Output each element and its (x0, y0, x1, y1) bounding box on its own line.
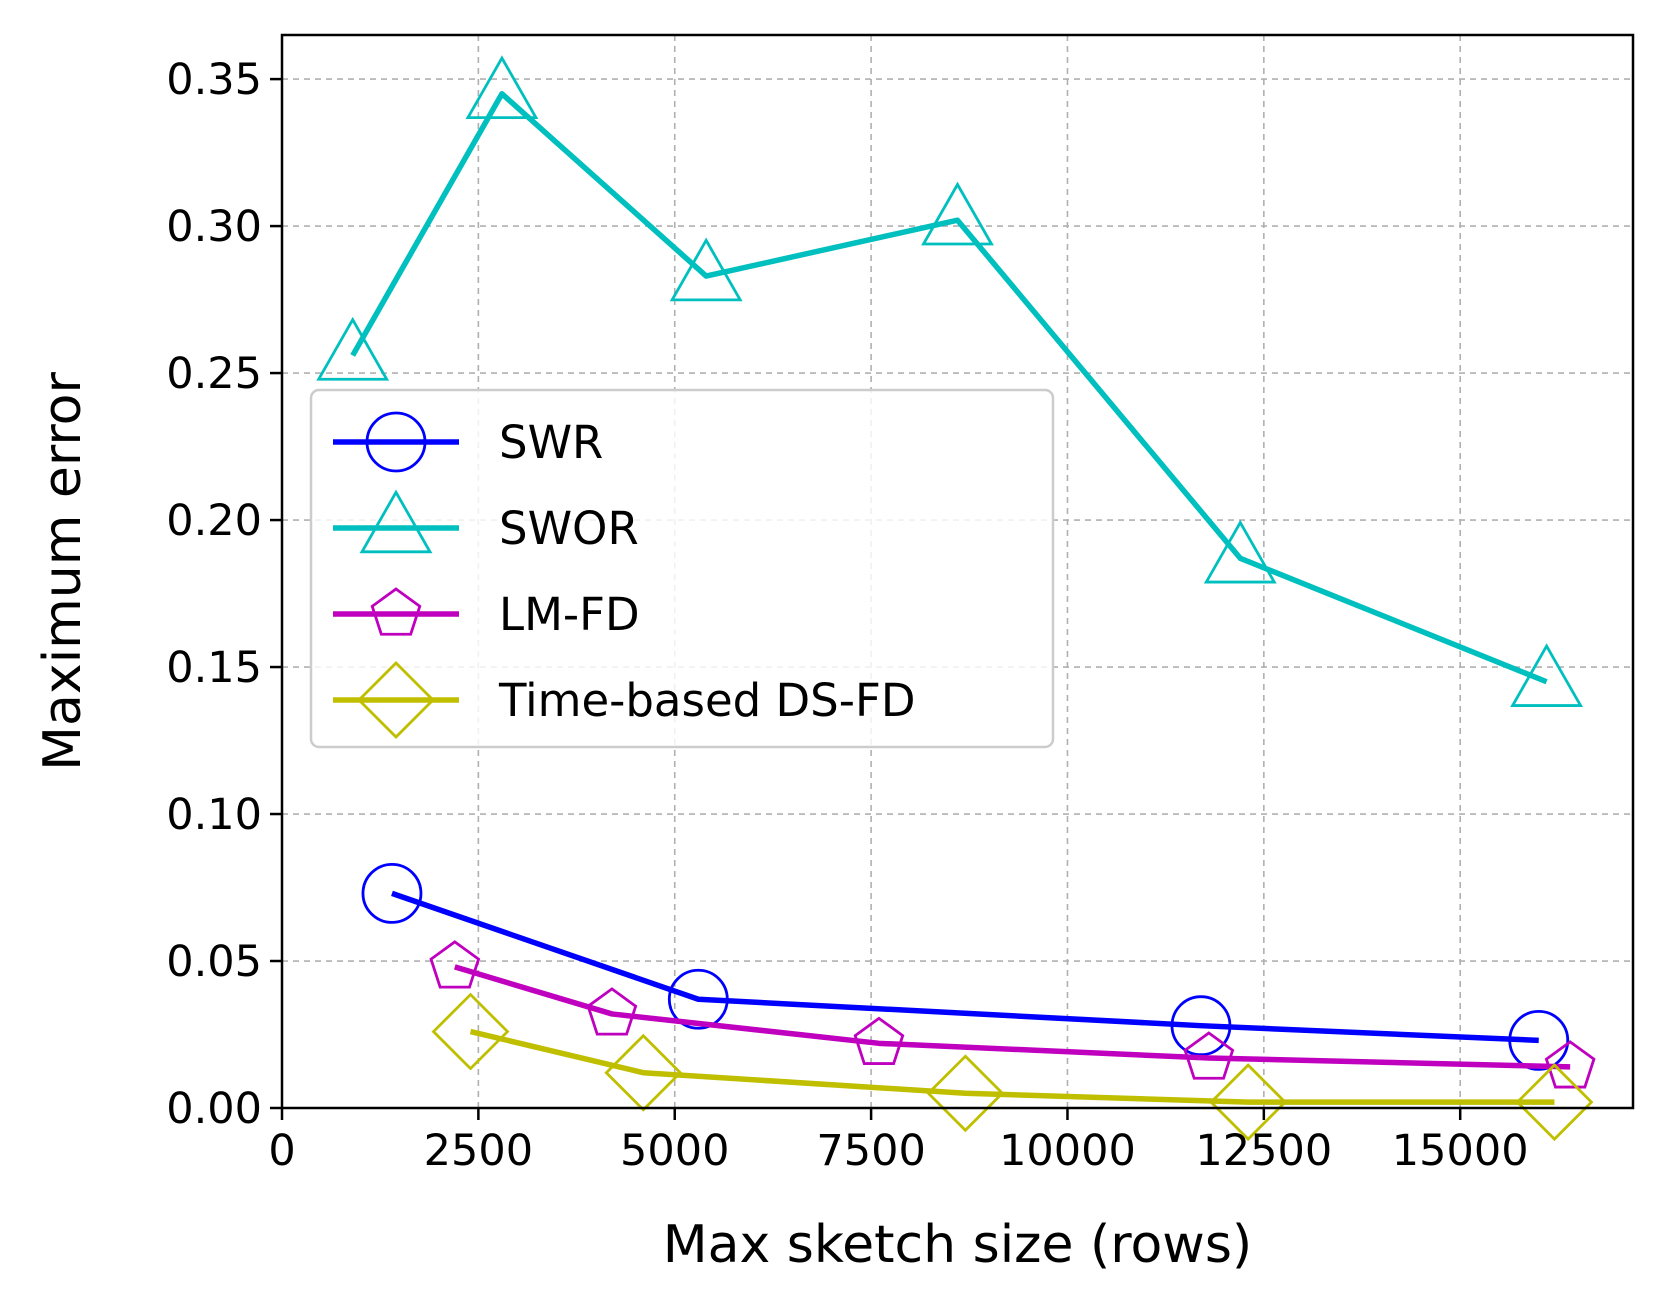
x-tick-label: 10000 (999, 1126, 1136, 1176)
data-point-diamond (1209, 1063, 1288, 1142)
legend-label: SWR (499, 416, 603, 469)
legend-marker (359, 489, 433, 554)
data-point-pentagon (586, 987, 638, 1036)
y-tick-label: 0.20 (166, 496, 262, 546)
x-axis-title: Max sketch size (rows) (663, 1215, 1252, 1275)
y-tick-label: 0.15 (166, 643, 262, 693)
series-lm-fd (429, 940, 1596, 1089)
series-swor (316, 55, 1584, 707)
x-tick-label: 7500 (816, 1126, 925, 1176)
y-tick-label: 0.30 (166, 202, 262, 252)
series-swr (361, 863, 1570, 1071)
data-point-diamond (1515, 1063, 1594, 1142)
legend-marker (370, 587, 422, 636)
y-tick-label: 0.35 (166, 55, 262, 105)
data-point-pentagon (853, 1016, 905, 1065)
data-point-triangle (921, 181, 994, 246)
data-point-pentagon (429, 940, 481, 989)
data-point-triangle (1203, 519, 1277, 584)
legend-label: SWOR (499, 502, 639, 555)
x-tick-label: 2500 (424, 1126, 533, 1176)
y-tick-label: 0.25 (166, 349, 262, 399)
data-point-diamond (431, 992, 510, 1071)
legend-marker (357, 661, 435, 739)
data-point-circle (667, 968, 729, 1030)
legend-marker (365, 411, 427, 473)
series-line (454, 964, 1571, 1070)
grid (282, 35, 1633, 1108)
data-point-pentagon (1544, 1040, 1596, 1089)
legend-box (309, 388, 1055, 749)
data-point-circle (1508, 1009, 1570, 1071)
data-point-diamond (604, 1033, 683, 1112)
series-line (391, 890, 1539, 1044)
legend-label: Time-based DS-FD (498, 674, 916, 727)
x-tick-label: 5000 (620, 1126, 729, 1176)
series-time-based-ds-fd (431, 992, 1594, 1142)
x-tick-label: 15000 (1392, 1126, 1529, 1176)
data-point-pentagon (1183, 1031, 1235, 1080)
axes-ticks: 0 2500 5000 7500 10000 12500 15000 0.00 0.05 0.10… (166, 55, 1528, 1176)
legend-item: SWR (333, 411, 603, 473)
data-point-triangle (669, 237, 743, 302)
data-point-triangle (465, 55, 539, 119)
x-tick-label: 0 (268, 1126, 295, 1176)
legend: SWR SWOR LM-FD Time-based DS-FD (309, 388, 1055, 749)
data-point-triangle (316, 316, 390, 381)
y-tick-label: 0.00 (166, 1084, 262, 1134)
plot-area (316, 55, 1596, 1142)
legend-label: LM-FD (499, 588, 640, 641)
data-point-circle (1170, 995, 1232, 1057)
plot-frame (280, 33, 1635, 1110)
x-tick-label: 12500 (1195, 1126, 1332, 1176)
y-axis-title: Maximum error (33, 372, 93, 771)
legend-item: SWOR (333, 489, 639, 555)
data-point-circle (361, 863, 423, 924)
y-tick-label: 0.05 (166, 937, 262, 987)
y-tick-label: 0.10 (166, 790, 262, 840)
series-line (469, 1028, 1555, 1105)
legend-item: LM-FD (333, 587, 640, 641)
data-point-triangle (1510, 643, 1584, 707)
data-point-diamond (926, 1054, 1005, 1133)
series-line (350, 91, 1548, 685)
legend-item: Time-based DS-FD (333, 661, 916, 739)
